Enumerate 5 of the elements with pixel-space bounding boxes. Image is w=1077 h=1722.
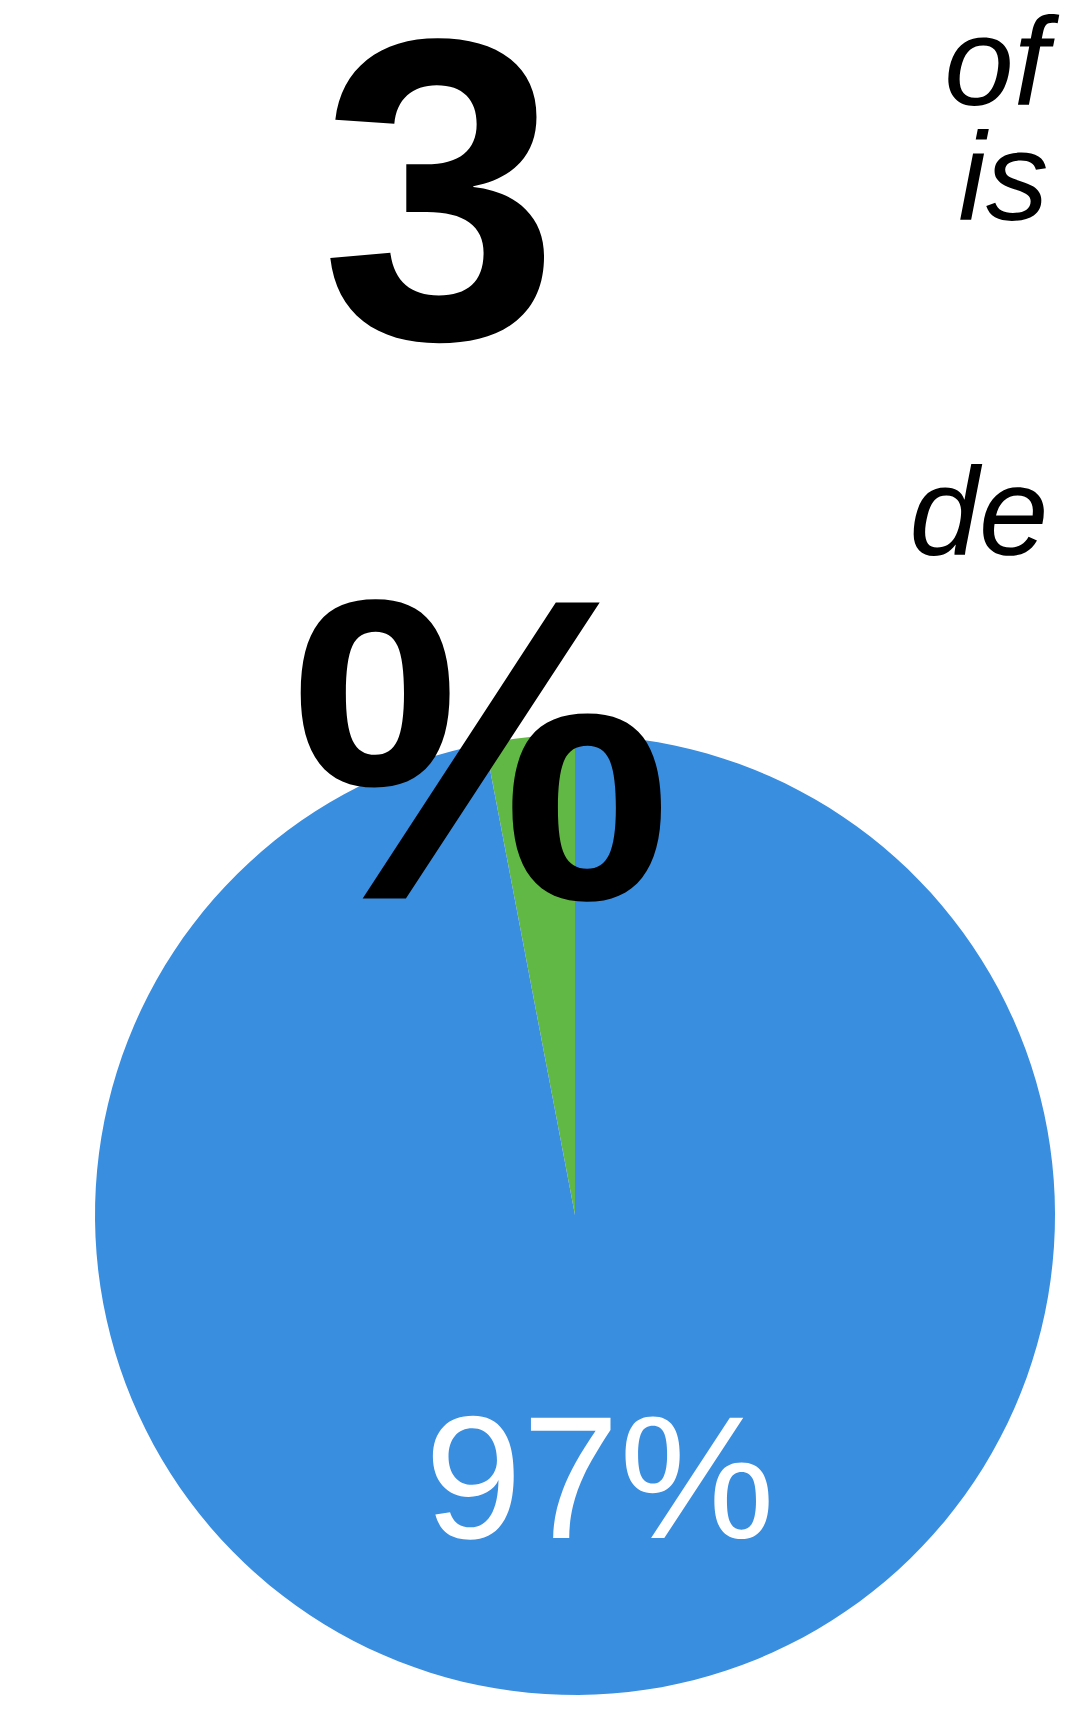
text: de <box>913 464 1044 556</box>
data-label: 97% <box>432 1415 769 1540</box>
text: is <box>960 129 1046 221</box>
text: of <box>948 14 1060 106</box>
data-label: 3 % <box>300 38 661 902</box>
